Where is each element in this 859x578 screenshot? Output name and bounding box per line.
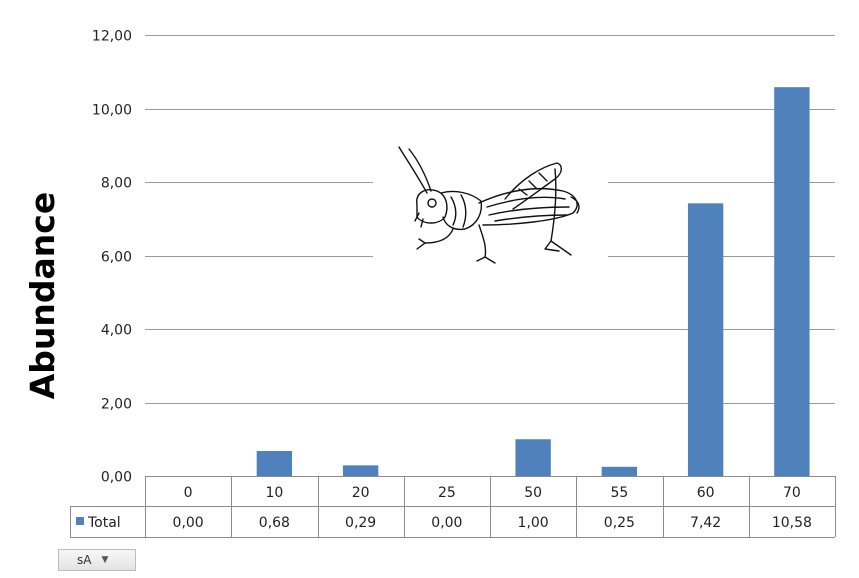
- data-label: 0,68: [259, 515, 290, 531]
- y-tick-label: 6,00: [101, 250, 132, 266]
- bar-70: [774, 87, 810, 476]
- grasshopper-illustration: [373, 140, 608, 264]
- field-filter-button[interactable]: sA ▼: [58, 549, 136, 571]
- bar-60: [687, 203, 724, 476]
- bar-10: [256, 451, 293, 476]
- bar-55: [601, 466, 638, 476]
- y-tick-labels: 0,00 2,00 4,00 6,00 8,00 10,00 12,00: [92, 29, 132, 486]
- y-axis-title: Abundance: [23, 192, 62, 399]
- y-tick-label: 8,00: [101, 176, 132, 192]
- x-tick-label: 60: [697, 485, 715, 501]
- data-label: 1,00: [518, 515, 549, 531]
- data-label: 7,42: [690, 515, 721, 531]
- x-tick-label: 20: [352, 485, 370, 501]
- x-tick-label: 70: [783, 485, 801, 501]
- y-tick-label: 12,00: [92, 29, 132, 45]
- data-label: 0,25: [604, 515, 635, 531]
- y-tick-label: 4,00: [101, 323, 132, 339]
- data-label: 0,00: [173, 515, 204, 531]
- bar-20: [342, 465, 379, 476]
- data-label: 10,58: [772, 515, 812, 531]
- legend-key: [76, 517, 84, 525]
- data-table: 0 0,00 10 0,68 20 0,29 25 0,00 50 1,00 55 0,25 60 7,4…: [70, 476, 836, 538]
- x-tick-label: 55: [610, 485, 628, 501]
- legend-label: Total: [87, 515, 121, 531]
- x-tick-label: 0: [184, 485, 193, 501]
- data-label: 0,29: [345, 515, 376, 531]
- x-tick-label: 50: [524, 485, 542, 501]
- dropdown-caret-icon: ▼: [101, 555, 109, 565]
- data-label: 0,00: [431, 515, 462, 531]
- y-tick-label: 10,00: [92, 103, 132, 119]
- bar-50: [515, 439, 551, 476]
- x-tick-label: 25: [438, 485, 456, 501]
- y-tick-label: 2,00: [101, 397, 132, 413]
- x-tick-label: 10: [265, 485, 283, 501]
- field-filter-label: sA: [77, 553, 92, 567]
- bars: [256, 87, 810, 476]
- y-tick-label: 0,00: [101, 470, 132, 486]
